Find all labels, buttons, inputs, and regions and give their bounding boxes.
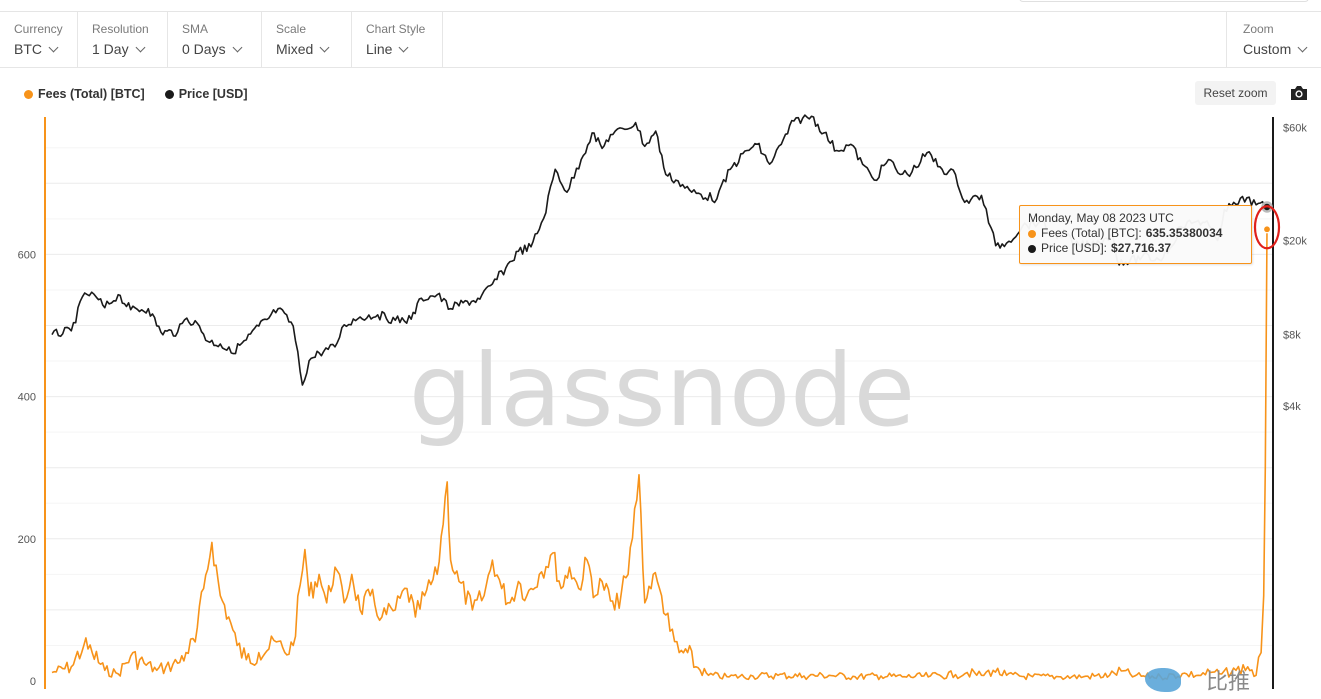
currency-value: BTC xyxy=(14,41,42,57)
tooltip-fees-label: Fees (Total) [BTC]: xyxy=(1041,226,1142,240)
fees-series-line xyxy=(51,229,1268,681)
currency-label: Currency xyxy=(14,22,63,36)
chevron-down-icon xyxy=(135,42,146,53)
tooltip-price-value: $27,716.37 xyxy=(1111,241,1172,255)
gridlines xyxy=(46,147,1272,646)
tooltip-fees-dot xyxy=(1028,229,1036,238)
bird-logo-icon xyxy=(1145,668,1181,692)
chevron-down-icon xyxy=(1297,42,1308,53)
resolution-value: 1 Day xyxy=(92,41,129,57)
legend-dot-price xyxy=(164,89,174,99)
tooltip: Monday, May 08 2023 UTC Fees (Total) [BT… xyxy=(1019,205,1252,264)
chart-area[interactable]: glassnode 0 200 400 600 $4k $8k $20k $60k xyxy=(0,110,1321,699)
left-tick-label: 0 xyxy=(30,676,36,688)
resolution-label: Resolution xyxy=(92,22,149,36)
scale-value: Mixed xyxy=(276,41,314,57)
hover-markers xyxy=(1253,201,1281,250)
camera-icon[interactable] xyxy=(1289,84,1309,102)
search-box[interactable] xyxy=(1019,0,1309,2)
legend-item-fees[interactable]: Fees (Total) [BTC] xyxy=(24,87,145,101)
legend-label-price: Price [USD] xyxy=(178,87,248,101)
chevron-down-icon xyxy=(232,42,243,53)
tooltip-price-dot xyxy=(1028,244,1036,253)
chevron-down-icon xyxy=(319,42,330,53)
sma-value: 0 Days xyxy=(182,41,226,57)
tooltip-date: Monday, May 08 2023 UTC xyxy=(1028,211,1174,225)
zoom-dropdown[interactable]: Zoom Custom xyxy=(1226,12,1321,68)
zoom-label: Zoom xyxy=(1243,22,1274,36)
left-axis: 0 200 400 600 xyxy=(18,249,36,688)
tooltip-fees-value: 635.35380034 xyxy=(1145,226,1223,240)
zoom-value: Custom xyxy=(1243,41,1292,57)
watermark-text: glassnode xyxy=(409,332,915,449)
right-tick-label: $60k xyxy=(1283,123,1307,135)
tooltip-price-label: Price [USD]: xyxy=(1041,241,1108,255)
sma-dropdown[interactable]: SMA 0 Days xyxy=(168,12,262,68)
top-bar xyxy=(0,0,1321,12)
chart-style-dropdown[interactable]: Chart Style Line xyxy=(352,12,443,68)
chart-toolbar: Currency BTC Resolution 1 Day SMA 0 Days… xyxy=(0,12,1321,68)
corner-watermark-text: 比推 xyxy=(1206,670,1251,695)
right-tick-label: $8k xyxy=(1283,330,1301,342)
resolution-dropdown[interactable]: Resolution 1 Day xyxy=(78,12,168,68)
left-tick-label: 400 xyxy=(18,392,36,404)
reset-zoom-button[interactable]: Reset zoom xyxy=(1195,81,1276,105)
chevron-down-icon xyxy=(48,42,59,53)
corner-watermark: 比推 xyxy=(1140,664,1270,699)
currency-dropdown[interactable]: Currency BTC xyxy=(0,12,78,68)
scale-label: Scale xyxy=(276,22,307,36)
chevron-down-icon xyxy=(399,42,409,53)
chart-style-label: Chart Style xyxy=(366,22,426,36)
sma-label: SMA xyxy=(182,22,209,36)
right-axis: $4k $8k $20k $60k xyxy=(1283,123,1307,413)
legend-label-fees: Fees (Total) [BTC] xyxy=(38,87,145,101)
legend-dot-fees xyxy=(24,89,33,99)
highlight-circle xyxy=(1253,205,1281,250)
chart-style-value: Line xyxy=(366,41,393,57)
left-tick-label: 600 xyxy=(18,249,36,261)
right-tick-label: $4k xyxy=(1283,401,1301,413)
chart-legend: Fees (Total) [BTC] Price [USD] xyxy=(24,87,248,101)
scale-dropdown[interactable]: Scale Mixed xyxy=(262,12,352,68)
legend-item-price[interactable]: Price [USD] xyxy=(164,87,248,101)
fees-hover-point xyxy=(1262,225,1272,234)
right-tick-label: $20k xyxy=(1283,235,1307,247)
left-tick-label: 200 xyxy=(18,534,36,546)
